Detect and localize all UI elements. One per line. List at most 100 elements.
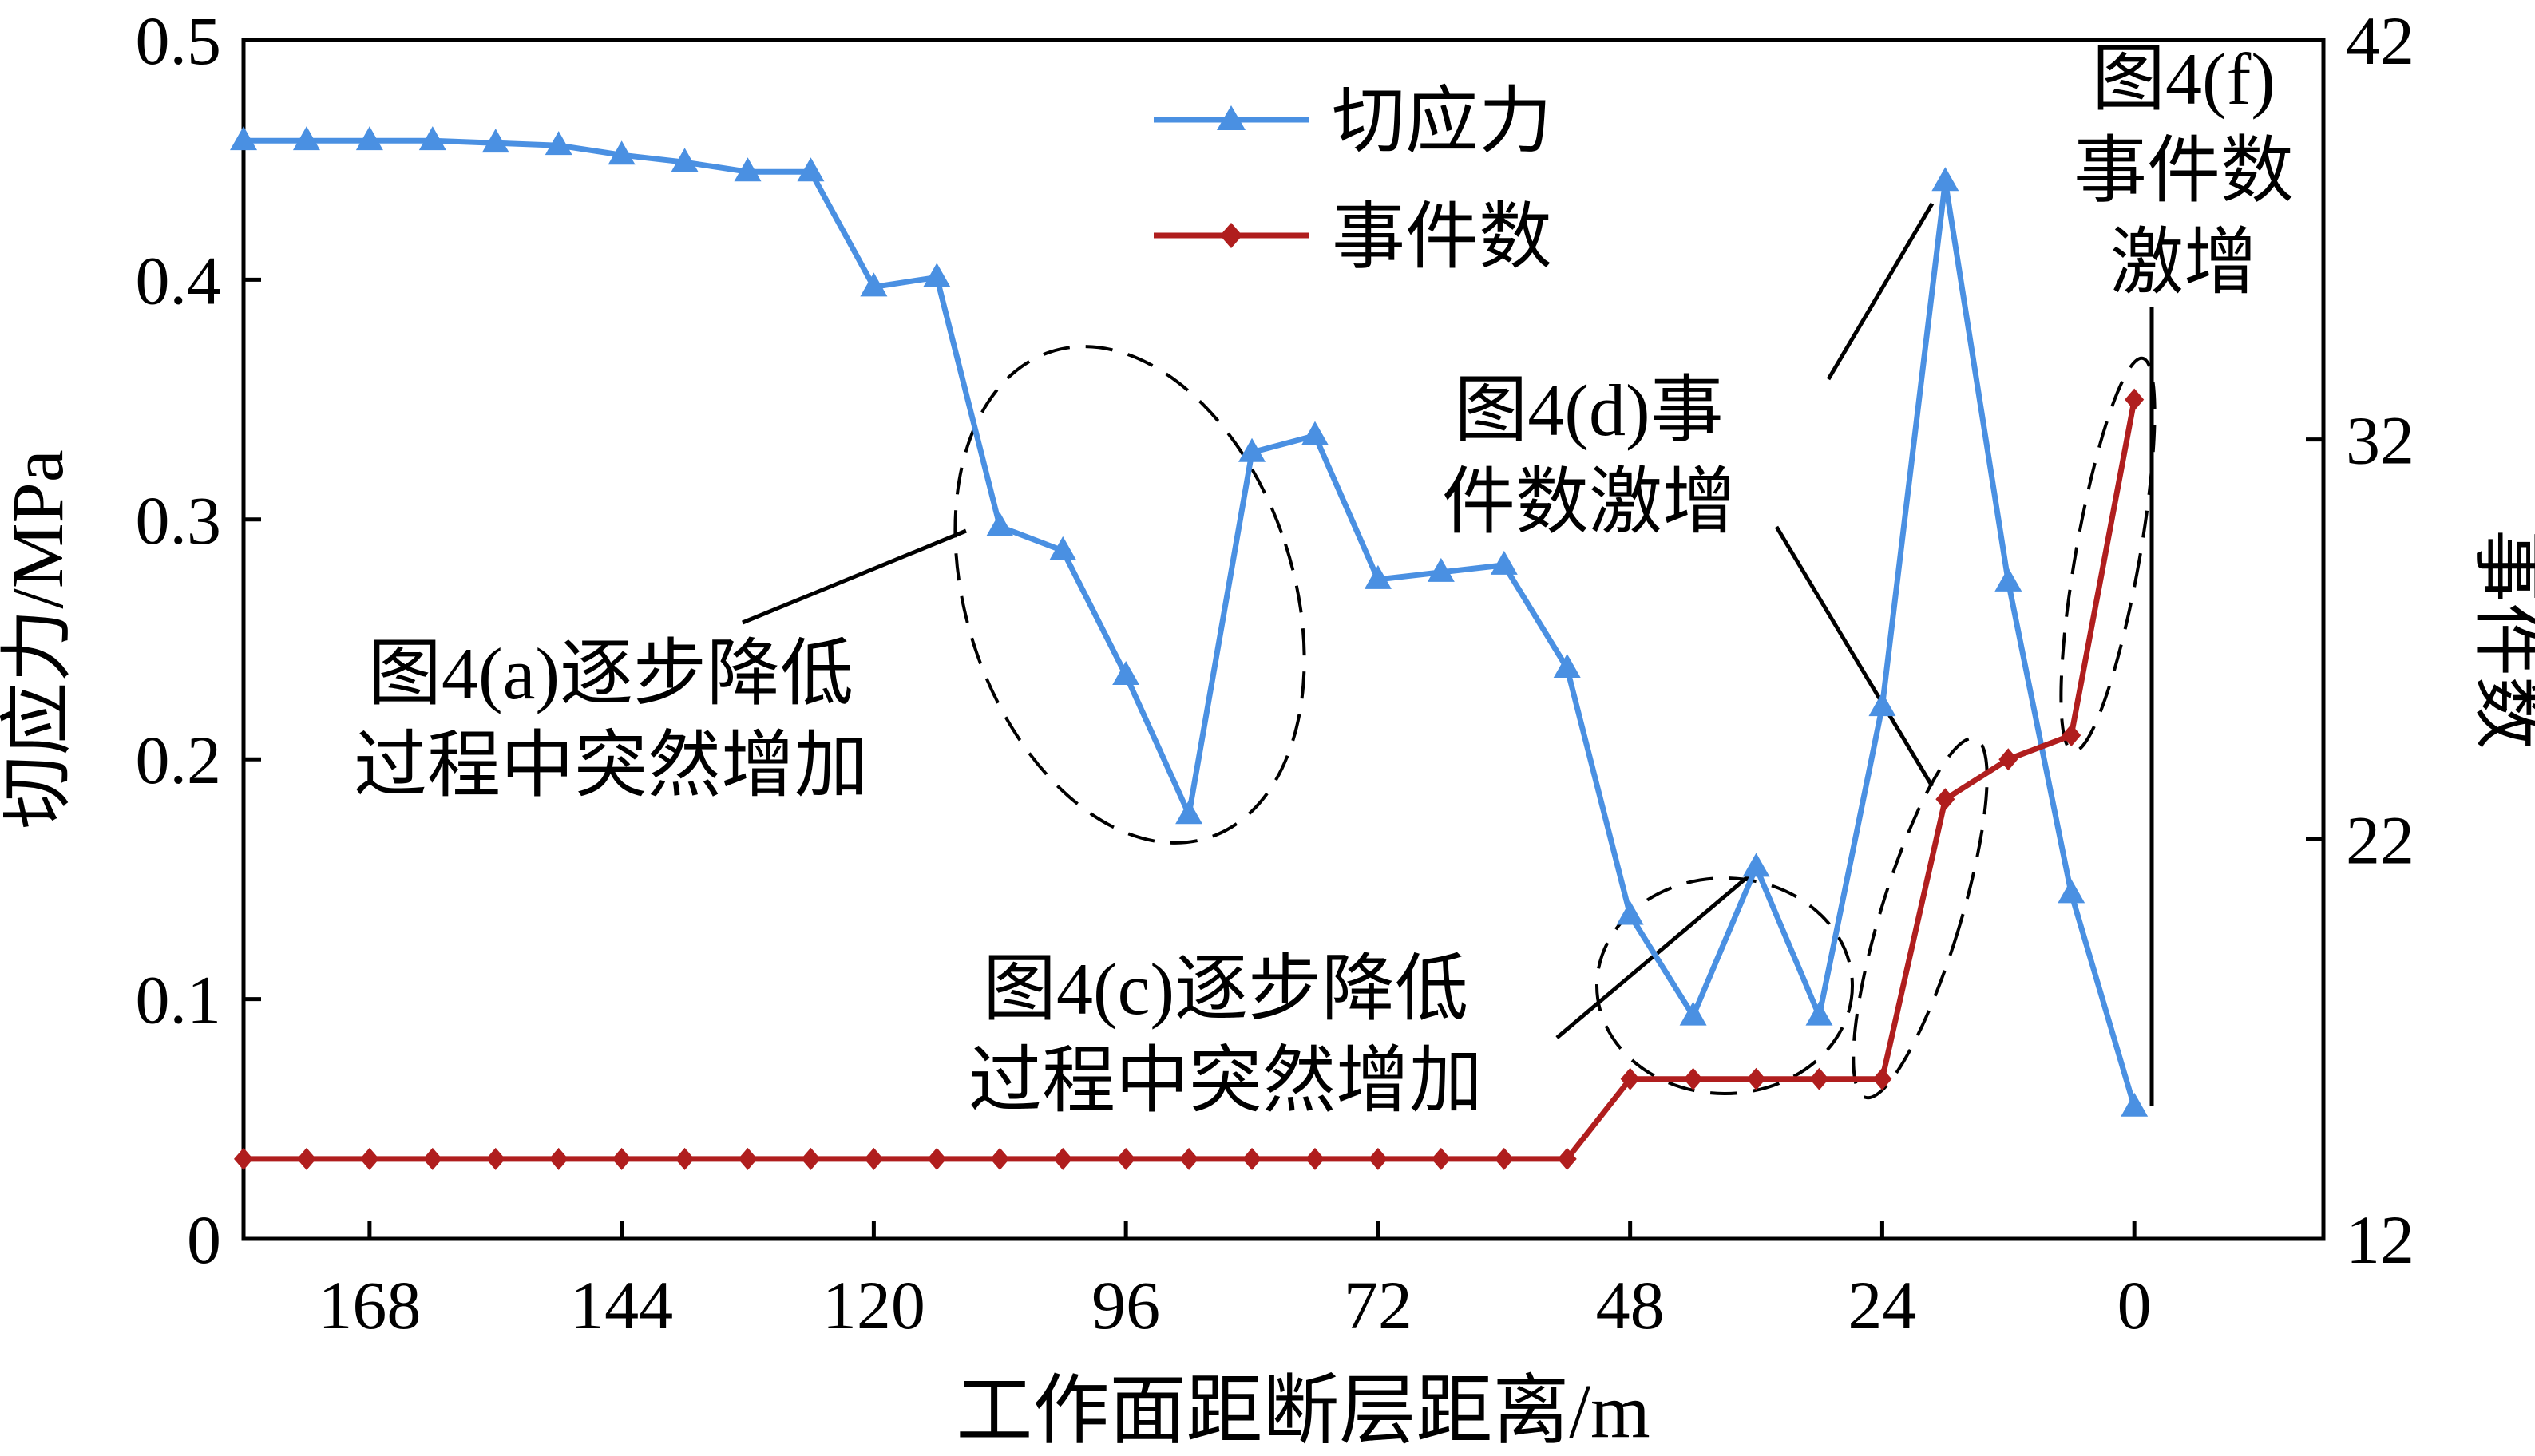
- y-tick-label: 0.1: [136, 962, 222, 1039]
- y-tick-label: 0.4: [136, 242, 222, 318]
- data-point-event-count: [1179, 1147, 1199, 1170]
- data-point-event-count: [422, 1147, 442, 1170]
- annotation-f-line-3: 激增: [2110, 222, 2257, 303]
- data-point-shear-stress: [1994, 567, 2022, 592]
- x-tick-label: 120: [822, 1267, 925, 1343]
- y-tick-label: 0.5: [136, 2, 222, 79]
- y-axis-title: 切应力/MPa: [0, 449, 78, 829]
- data-point-event-count: [2125, 388, 2145, 411]
- data-point-shear-stress: [986, 512, 1014, 536]
- data-point-shear-stress: [671, 148, 699, 172]
- data-point-event-count: [675, 1147, 695, 1170]
- data-point-shear-stress: [1616, 900, 1644, 925]
- data-point-event-count: [1116, 1147, 1136, 1170]
- data-point-shear-stress: [1175, 800, 1203, 825]
- data-point-event-count: [1431, 1147, 1451, 1170]
- y2-axis-ticks: 12 22 32 42: [2306, 2, 2414, 1278]
- data-point-event-count: [1305, 1147, 1325, 1170]
- leader-line-e: [1826, 202, 1935, 381]
- data-point-shear-stress: [2121, 1092, 2149, 1117]
- data-point-event-count: [738, 1147, 758, 1170]
- x-tick-label: 96: [1091, 1267, 1160, 1343]
- legend-label-shear-stress: 切应力: [1332, 81, 1552, 162]
- data-point-shear-stress: [481, 129, 509, 153]
- data-point-shear-stress: [1427, 557, 1455, 582]
- y2-tick-label: 42: [2346, 2, 2414, 79]
- y2-axis-title: 事件数: [2467, 529, 2535, 750]
- legend: 切应力 事件数: [1154, 81, 1552, 278]
- data-point-shear-stress: [1364, 564, 1392, 589]
- data-point-event-count: [485, 1147, 505, 1170]
- leader-line-d: [1774, 525, 1935, 788]
- plot-frame: [241, 38, 2326, 1241]
- data-point-shear-stress: [230, 126, 257, 151]
- legend-label-event-count: 事件数: [1332, 196, 1552, 278]
- legend-marker-event-count: [1220, 223, 1242, 248]
- data-point-event-count: [359, 1147, 379, 1170]
- highlight-ellipse-c: [1595, 876, 1854, 1095]
- series-shear-stress: [230, 126, 2149, 1117]
- data-point-shear-stress: [923, 263, 951, 287]
- data-point-shear-stress: [2058, 879, 2085, 904]
- y-tick-label: 0: [187, 1201, 221, 1278]
- annotation-c-line-1: 图4(c)逐步降低: [983, 948, 1468, 1030]
- data-point-shear-stress: [1490, 550, 1518, 575]
- data-point-shear-stress: [1553, 654, 1581, 679]
- data-point-shear-stress: [418, 126, 446, 151]
- leader-line-c: [1555, 864, 1762, 1039]
- data-point-event-count: [864, 1147, 884, 1170]
- data-point-event-count: [296, 1147, 316, 1170]
- x-tick-label: 24: [1848, 1267, 1916, 1343]
- data-point-event-count: [1746, 1067, 1766, 1090]
- x-tick-label: 0: [2117, 1267, 2152, 1343]
- data-point-event-count: [990, 1147, 1010, 1170]
- data-point-shear-stress: [1931, 167, 1959, 192]
- data-point-shear-stress: [292, 126, 320, 151]
- data-point-shear-stress: [1868, 692, 1896, 717]
- data-point-event-count: [2062, 724, 2081, 747]
- x-axis-title: 工作面距断层距离/m: [956, 1368, 1650, 1454]
- data-point-event-count: [1935, 788, 1955, 811]
- data-point-event-count: [1683, 1067, 1703, 1090]
- annotation-d-line-2: 件数激增: [1442, 461, 1736, 543]
- data-point-shear-stress: [1238, 437, 1266, 462]
- y-tick-label: 0.3: [136, 482, 222, 559]
- data-point-event-count: [1872, 1067, 1892, 1090]
- annotation-a-line-1: 图4(a)逐步降低: [368, 633, 854, 714]
- data-point-event-count: [801, 1147, 821, 1170]
- highlight-ellipse-d: [1852, 736, 1989, 1100]
- x-tick-label: 48: [1596, 1267, 1665, 1343]
- data-point-event-count: [1998, 748, 2018, 771]
- data-point-shear-stress: [1742, 853, 1770, 877]
- y-tick-label: 0.2: [136, 722, 222, 798]
- data-point-shear-stress: [734, 157, 762, 182]
- x-tick-label: 72: [1344, 1267, 1412, 1343]
- data-point-event-count: [1620, 1067, 1640, 1090]
- data-point-event-count: [1053, 1147, 1073, 1170]
- data-point-shear-stress: [1112, 661, 1140, 686]
- data-point-event-count: [1242, 1147, 1262, 1170]
- annotation-a-line-2: 过程中突然增加: [354, 725, 868, 806]
- annotations: 图4(a)逐步降低 过程中突然增加 图4(c)逐步降低 过程中突然增加 图4(d…: [354, 38, 2294, 1122]
- annotation-f-line-1: 图4(f): [2092, 38, 2276, 120]
- legend-marker-shear-stress: [1217, 105, 1246, 130]
- series-event-count: [234, 388, 2145, 1170]
- data-point-shear-stress: [355, 126, 383, 151]
- annotation-d-line-1: 图4(d)事: [1454, 370, 1723, 451]
- highlight-ellipse-f: [2059, 356, 2157, 754]
- y2-tick-label: 22: [2346, 801, 2414, 878]
- data-point-event-count: [1809, 1067, 1829, 1090]
- series-layer: [230, 126, 2149, 1170]
- data-point-shear-stress: [1679, 1001, 1707, 1026]
- data-point-shear-stress: [545, 131, 572, 156]
- data-point-shear-stress: [797, 157, 825, 182]
- data-point-shear-stress: [860, 272, 888, 297]
- data-point-shear-stress: [1049, 536, 1077, 560]
- leader-line-a: [742, 528, 967, 625]
- data-point-shear-stress: [608, 140, 636, 165]
- y-axis-ticks: 0 0.1 0.2 0.3 0.4 0.5: [136, 2, 261, 1278]
- data-point-event-count: [1368, 1147, 1388, 1170]
- y2-tick-label: 12: [2346, 1201, 2414, 1278]
- leader-lines: [742, 202, 2154, 1106]
- data-point-shear-stress: [1301, 421, 1329, 445]
